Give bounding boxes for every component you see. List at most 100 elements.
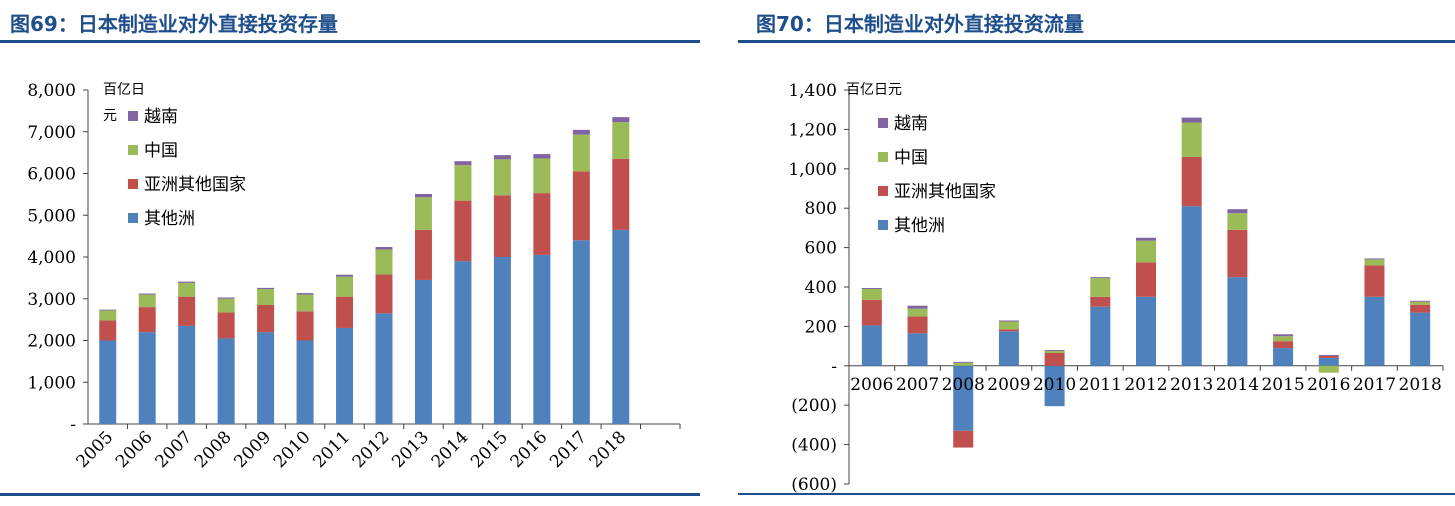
bar-segment (572, 134, 590, 172)
y-tick-label: 400 (805, 278, 837, 298)
bar-segment (1227, 213, 1248, 230)
bar-segment (998, 329, 1019, 332)
bar-segment (1273, 336, 1294, 342)
y-tick-label: (200) (791, 396, 837, 416)
bar-segment (1090, 296, 1111, 307)
bar-segment (1136, 240, 1156, 263)
bar-segment (1318, 357, 1339, 366)
bar-segment (533, 193, 551, 255)
bar-segment (217, 312, 235, 339)
x-tick-label: 2015 (1261, 375, 1304, 395)
bar-segment (336, 276, 354, 297)
bar-segment (861, 287, 882, 289)
y-tick-label: 6,000 (27, 165, 76, 185)
x-tick-label: 2014 (1216, 375, 1259, 395)
bar-segment (953, 430, 974, 448)
bar-segment (178, 282, 196, 297)
bar-segment (99, 309, 117, 311)
bar-segment (414, 229, 432, 280)
y-tick-label: 4,000 (27, 248, 76, 268)
x-tick-label: 2013 (1170, 375, 1213, 395)
bar-segment (907, 316, 928, 334)
bar-segment (493, 195, 511, 257)
bar-segment (612, 158, 630, 230)
bar-segment (296, 340, 314, 424)
legend-swatch (128, 213, 138, 223)
bar-segment (998, 321, 1019, 330)
x-tick-label: 2018 (1399, 375, 1442, 395)
legend-swatch (128, 145, 138, 155)
bar-segment (257, 332, 275, 424)
bar-segment (99, 340, 117, 424)
bar-segment (454, 261, 472, 424)
bar-segment (493, 155, 511, 160)
bar-segment (217, 298, 235, 313)
flow-bottom-rule (738, 493, 1455, 495)
bar-segment (296, 311, 314, 341)
legend-swatch (878, 118, 888, 128)
x-tick-label: 2012 (1124, 375, 1167, 395)
bar-segment (533, 254, 551, 424)
bar-segment (1044, 351, 1065, 353)
unit-label: 百亿日 (103, 82, 145, 98)
x-tick-label: 2011 (1079, 375, 1122, 395)
legend-swatch (878, 220, 888, 230)
x-tick-label: 2012 (349, 427, 394, 472)
y-tick-label: 3,000 (27, 290, 76, 310)
bar-segment (375, 246, 393, 250)
bar-segment (1090, 277, 1111, 279)
bar-segment (99, 320, 117, 341)
y-tick-label: 2,000 (27, 332, 76, 352)
bar-segment (1181, 206, 1202, 366)
bar-segment (1318, 355, 1339, 358)
bar-segment (1410, 300, 1431, 302)
bar-segment (953, 361, 974, 363)
legend-label: 亚洲其他国家 (144, 175, 246, 195)
bar-segment (296, 294, 314, 312)
x-tick-label: 2018 (586, 427, 631, 472)
legend-label: 越南 (894, 114, 928, 134)
bar-segment (572, 129, 590, 135)
bar-segment (217, 297, 235, 299)
bar-segment (138, 307, 156, 333)
bar-segment (1364, 259, 1385, 266)
bar-segment (178, 325, 196, 424)
x-tick-label: 2009 (230, 427, 275, 472)
bar-segment (861, 325, 882, 366)
bar-segment (1273, 348, 1294, 366)
flow-chart-panel: 图70：日本制造业对外直接投资流量 (600) (400) (200) - 200 400… (738, 0, 1455, 506)
bar-segment (1273, 341, 1294, 349)
legend-label: 其他洲 (144, 209, 195, 229)
bar-segment (178, 281, 196, 283)
bar-segment (533, 154, 551, 159)
bar-segment (861, 299, 882, 326)
bar-segment (1090, 306, 1111, 366)
bar-segment (493, 159, 511, 196)
y-tick-label: 1,000 (788, 160, 837, 180)
bar-segment (178, 296, 196, 326)
x-tick-label: 2015 (467, 427, 512, 472)
y-tick-label: 200 (805, 317, 837, 337)
bar-segment (1136, 262, 1156, 297)
y-tick-label: 800 (805, 199, 837, 219)
x-tick-label: 2006 (850, 375, 893, 395)
bar-segment (336, 296, 354, 328)
y-tick-label: 7,000 (27, 123, 76, 143)
bar-segment (296, 293, 314, 295)
bar-segment (1136, 296, 1156, 366)
x-tick-label: 2007 (151, 427, 196, 472)
bar-segment (612, 229, 630, 424)
x-tick-label: 2009 (987, 375, 1030, 395)
bar-segment (1227, 277, 1248, 366)
x-tick-label: 2008 (191, 427, 236, 472)
unit-label-line2: 元 (103, 108, 117, 124)
x-tick-label: 2016 (507, 427, 552, 472)
bar-segment (1410, 312, 1431, 366)
bar-segment (907, 333, 928, 366)
bar-segment (336, 274, 354, 277)
legend-label: 越南 (144, 107, 178, 127)
x-tick-label: 2008 (942, 375, 985, 395)
bar-segment (454, 161, 472, 166)
y-tick-label: (600) (791, 475, 837, 495)
bar-segment (414, 197, 432, 230)
